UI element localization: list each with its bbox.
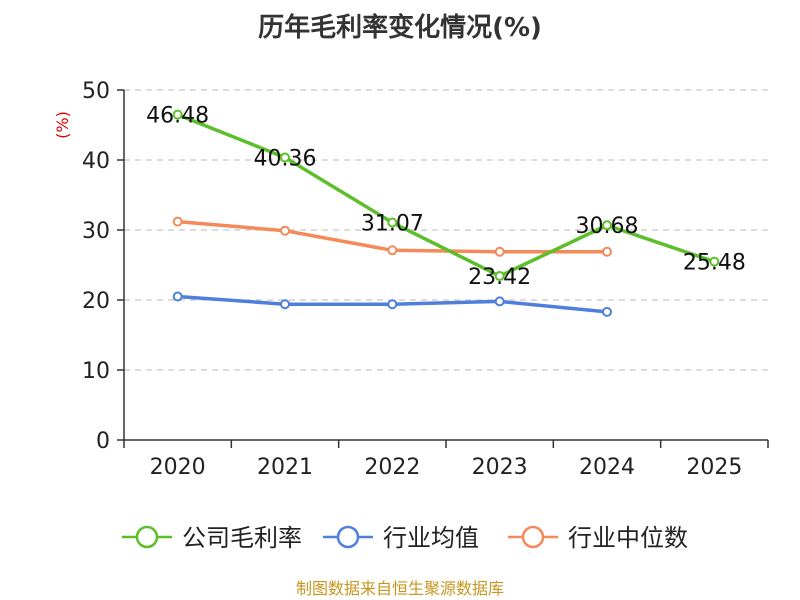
legend: 公司毛利率 行业均值 行业中位数 — [122, 524, 688, 552]
x-tick-label: 2023 — [472, 455, 528, 480]
y-tick-label: 50 — [82, 79, 110, 104]
legend-marker — [135, 525, 159, 549]
data-point — [602, 306, 612, 317]
series-layer — [172, 109, 720, 317]
data-point — [387, 245, 398, 256]
chart-title: 历年毛利率变化情况(%) — [258, 12, 542, 43]
data-point — [602, 220, 612, 231]
data-point — [387, 299, 398, 310]
legend-label: 行业中位数 — [568, 524, 688, 552]
tick-labels: 0 10 20 30 40 50 2020 2021 2022 2023 2024 2025 — [82, 79, 742, 480]
y-tick-label: 20 — [82, 289, 110, 314]
x-tick-label: 2020 — [150, 455, 206, 480]
y-tick-label: 10 — [82, 359, 110, 384]
y-tick-label: 30 — [82, 219, 110, 244]
data-label: 31.07 — [361, 212, 424, 237]
data-point — [172, 216, 183, 227]
x-tick-label: 2021 — [257, 455, 313, 480]
data-point — [280, 225, 290, 236]
data-point — [280, 152, 290, 163]
data-label: 30.68 — [576, 214, 639, 239]
data-point — [387, 217, 398, 228]
x-tick-label: 2025 — [686, 455, 742, 480]
source-note: 制图数据来自恒生聚源数据库 — [296, 579, 504, 598]
legend-label: 行业均值 — [383, 524, 479, 552]
data-label: 23.42 — [468, 265, 531, 290]
grid-lines — [124, 89, 768, 371]
x-tick-label: 2024 — [579, 455, 635, 480]
data-point — [494, 296, 505, 307]
x-tick-label: 2022 — [364, 455, 420, 480]
y-tick-label: 40 — [82, 149, 110, 174]
data-point — [172, 291, 183, 302]
data-label: 46.48 — [146, 104, 209, 129]
data-point — [280, 299, 290, 310]
data-point — [709, 256, 720, 267]
legend-marker — [336, 525, 360, 549]
y-tick-label: 0 — [96, 429, 110, 454]
data-point — [494, 271, 505, 282]
data-label: 40.36 — [254, 146, 317, 171]
data-point — [172, 109, 183, 120]
data-label: 25.48 — [683, 251, 746, 276]
legend-marker — [521, 525, 545, 549]
data-point — [602, 246, 612, 257]
data-point — [494, 246, 505, 257]
series-line-0 — [177, 113, 715, 278]
legend-label: 公司毛利率 — [182, 524, 302, 552]
data-labels: 46.48 40.36 31.07 23.42 30.68 25.48 — [146, 104, 746, 290]
axes — [117, 89, 769, 448]
y-axis-label: (%) — [53, 111, 72, 139]
